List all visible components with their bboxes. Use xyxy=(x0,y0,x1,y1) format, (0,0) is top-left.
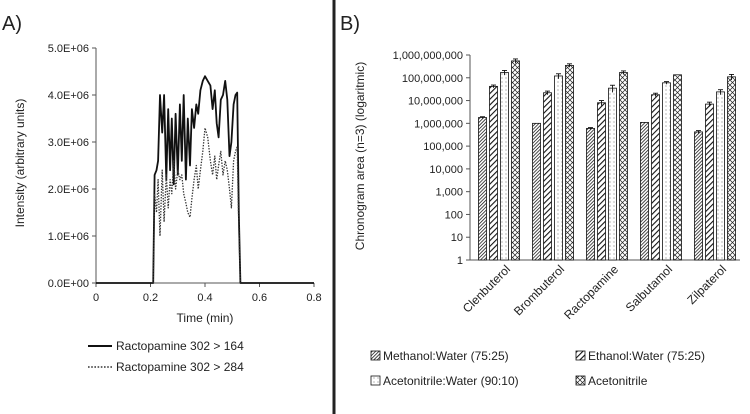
bar-clenbuterol-series-1 xyxy=(489,85,498,261)
panel-a-y-tick-label: 3.0E+06 xyxy=(48,137,89,149)
bar-salbutamol-series-3 xyxy=(673,74,682,261)
panel-a-y-axis-label: Intensity (arbitrary units) xyxy=(13,99,27,228)
panel-a-y-tick-label: 0.0E+00 xyxy=(48,278,89,290)
panel-b-y-tick-label: 10,000,000 xyxy=(408,96,463,108)
panel-a-line-chart: A) Intensity (arbitrary units) Time (min… xyxy=(2,13,322,374)
bar-brombuterol-series-3 xyxy=(565,64,574,261)
panel-b-y-tick-label: 10 xyxy=(451,232,463,244)
panel-b-y-tick-label: 1 xyxy=(457,255,463,267)
panel-b-legend: Methanol:Water (75:25) Ethanol:Water (75… xyxy=(370,349,705,388)
panel-a-axes xyxy=(95,48,314,284)
bar-clenbuterol-series-3 xyxy=(511,60,520,261)
legend-swatch-methanol-water xyxy=(370,350,381,361)
bar-ractopamine-series-3 xyxy=(619,72,628,261)
category-label-clenbuterol: Clenbuterol xyxy=(460,262,513,315)
legend-label-302-284: Ractopamine 302 > 284 xyxy=(116,360,244,374)
legend-swatch-acetonitrile xyxy=(575,375,586,386)
legend-label-methanol-water: Methanol:Water (75:25) xyxy=(383,349,509,363)
bar-clenbuterol-series-0 xyxy=(478,117,487,261)
legend-label-acetonitrile: Acetonitrile xyxy=(588,374,648,388)
legend-swatch-acetonitrile-water xyxy=(370,375,381,386)
panel-b-y-tick-label: 1,000,000 xyxy=(414,118,463,130)
bar-ractopamine-series-1 xyxy=(597,102,606,261)
bar-zilpaterol-series-2 xyxy=(716,91,725,261)
panel-a-legend: Ractopamine 302 > 164 Ractopamine 302 > … xyxy=(88,339,244,374)
panel-a-ticks: 0.0E+00 1.0E+06 2.0E+06 3.0E+06 4.0E+06 5.0E+… xyxy=(48,43,322,304)
panel-a-y-tick-label: 4.0E+06 xyxy=(48,90,89,102)
bar-zilpaterol-series-3 xyxy=(727,76,736,261)
series-line-302-164 xyxy=(96,75,314,284)
panel-a-series xyxy=(96,75,314,284)
bar-clenbuterol-series-2 xyxy=(500,72,509,261)
bar-zilpaterol-series-1 xyxy=(705,103,714,261)
panel-b-y-tick-label: 100,000 xyxy=(423,141,463,153)
bar-brombuterol-series-1 xyxy=(543,92,552,261)
panel-a-label: A) xyxy=(2,13,22,35)
legend-label-ethanol-water: Ethanol:Water (75:25) xyxy=(588,349,705,363)
panel-b-label: B) xyxy=(340,13,360,35)
panel-a-x-tick-label: 0.8 xyxy=(306,292,321,304)
bar-brombuterol-series-2 xyxy=(554,75,563,261)
bar-salbutamol-series-0 xyxy=(640,121,649,261)
panel-b-bars xyxy=(478,58,736,261)
category-label-salbutamol: Salbutamol xyxy=(623,262,675,314)
panel-a-y-tick-label: 5.0E+06 xyxy=(48,43,89,55)
bar-ractopamine-series-0 xyxy=(586,127,595,261)
panel-b-bar-chart: B) Chronogram area (n=3) (logaritmic) 11… xyxy=(340,13,740,388)
series-line-302-284 xyxy=(152,127,242,284)
panel-a-y-tick-label: 1.0E+06 xyxy=(48,231,89,243)
panel-b-y-tick-label: 1,000 xyxy=(435,187,463,199)
panel-b-y-tick-label: 1,000,000,000 xyxy=(393,50,463,62)
panel-b-y-tick-label: 10,000 xyxy=(429,164,463,176)
bar-salbutamol-series-2 xyxy=(662,82,671,261)
bar-salbutamol-series-1 xyxy=(651,94,660,261)
category-label-zilpaterol: Zilpaterol xyxy=(684,262,729,307)
panel-a-y-tick-label: 2.0E+06 xyxy=(48,184,89,196)
panel-a-x-axis-label: Time (min) xyxy=(177,311,234,325)
panel-b-y-tick-label: 100,000,000 xyxy=(402,73,463,85)
bar-brombuterol-series-0 xyxy=(532,122,541,261)
panel-b-y-tick-label: 100 xyxy=(445,209,463,221)
panel-a-x-tick-label: 0.2 xyxy=(143,292,158,304)
panel-b-y-axis-label: Chronogram area (n=3) (logaritmic) xyxy=(353,62,367,250)
panel-a-x-tick-label: 0.6 xyxy=(252,292,267,304)
bar-ractopamine-series-2 xyxy=(608,87,617,261)
panel-a-x-tick-label: 0.4 xyxy=(197,292,212,304)
panel-b-ticks: 1 10 100 1,000 10,000 100,000 1,000,000 10,000,… xyxy=(393,50,470,267)
bar-zilpaterol-series-0 xyxy=(694,131,703,261)
legend-label-acetonitrile-water: Acetonitrile:Water (90:10) xyxy=(383,374,519,388)
category-label-brombuterol: Brombuterol xyxy=(511,262,567,318)
category-label-ractopamine: Ractopamine xyxy=(561,262,621,322)
legend-swatch-ethanol-water xyxy=(575,350,586,361)
panel-a-x-tick-label: 0 xyxy=(93,292,99,304)
legend-label-302-164: Ractopamine 302 > 164 xyxy=(116,339,244,353)
